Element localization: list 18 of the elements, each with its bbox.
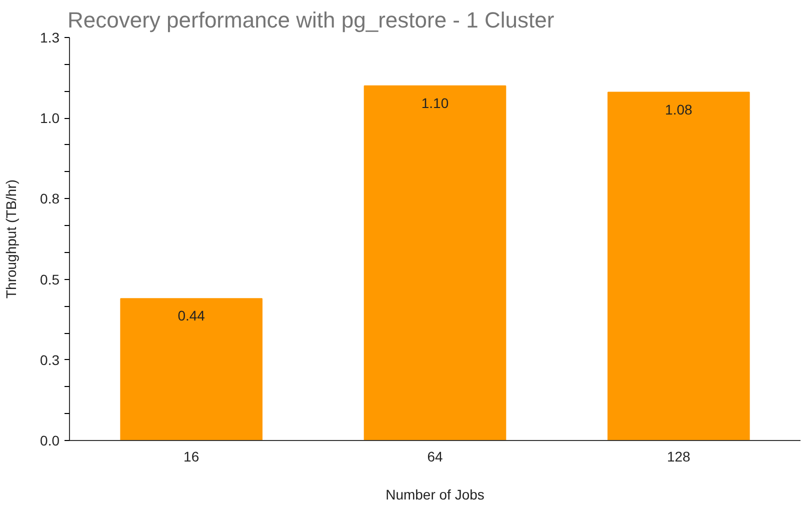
bar bbox=[608, 92, 750, 440]
x-tick-label: 128 bbox=[666, 448, 691, 464]
bar bbox=[364, 85, 506, 440]
y-tick-label: 0.0 bbox=[40, 432, 60, 448]
chart-title: Recovery performance with pg_restore - 1 Cluster bbox=[68, 8, 554, 32]
x-tick-label: 16 bbox=[184, 448, 200, 464]
y-tick-label: 1.3 bbox=[40, 30, 60, 46]
y-tick-label: 0.5 bbox=[40, 271, 60, 288]
x-axis-title: Number of Jobs bbox=[386, 486, 484, 502]
data-label: 1.10 bbox=[421, 94, 449, 111]
data-label: 0.44 bbox=[178, 308, 206, 324]
bar bbox=[120, 298, 262, 440]
x-tick-label: 64 bbox=[427, 448, 443, 464]
y-tick-label: 0.3 bbox=[40, 352, 60, 368]
data-label: 1.08 bbox=[665, 101, 693, 118]
y-tick-label: 1.0 bbox=[40, 110, 60, 126]
y-axis-title: Throughput (TB/hr) bbox=[3, 179, 20, 299]
y-tick-label: 0.8 bbox=[40, 190, 60, 207]
